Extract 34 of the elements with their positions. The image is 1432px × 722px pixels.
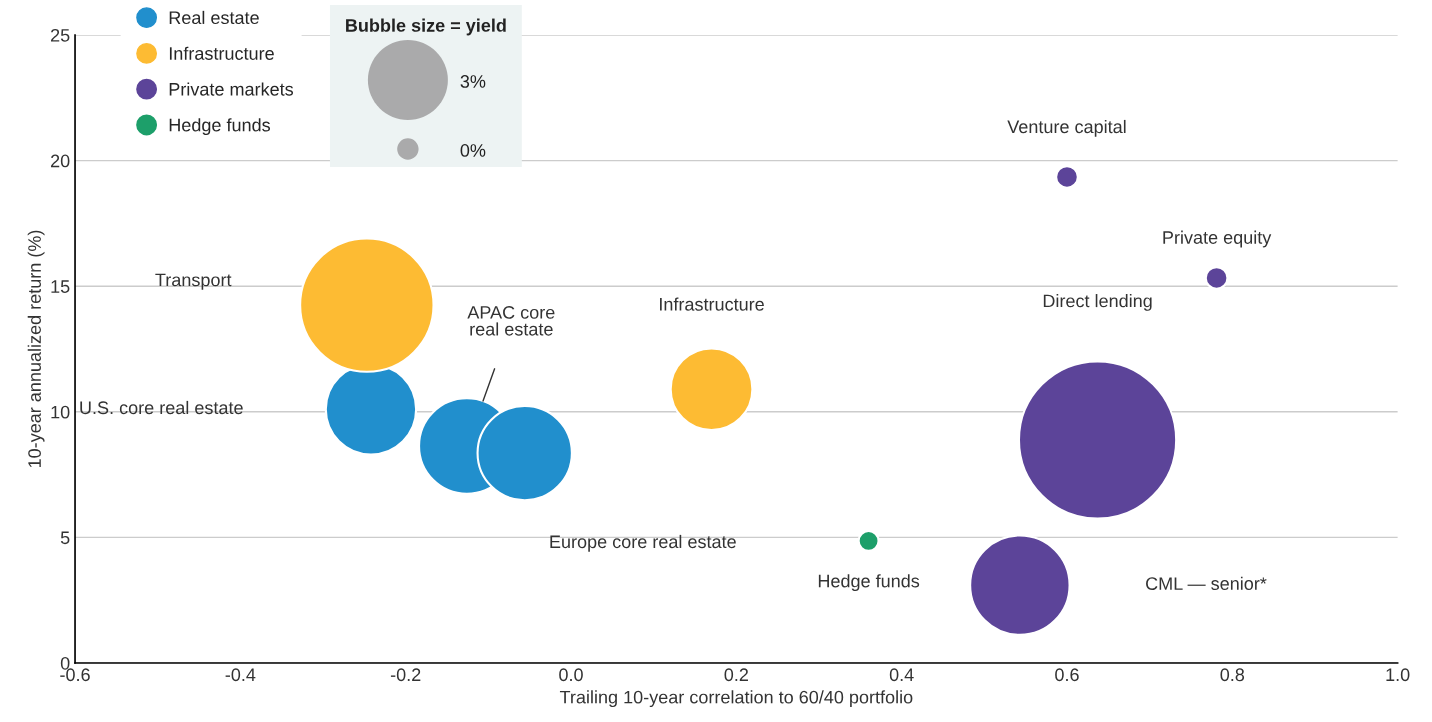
y-axis-title: 10-year annualized return (%) xyxy=(27,230,45,468)
x-axis-title: Trailing 10-year correlation to 60/40 portfolio xyxy=(559,690,913,708)
annotation: 0% xyxy=(460,144,486,157)
x-tick-label: 0.4 xyxy=(889,668,914,682)
annotation: Direct lending xyxy=(1043,294,1152,311)
x-tick-label: 0.8 xyxy=(1220,668,1245,682)
y-tick-label: 10 xyxy=(51,405,70,419)
annotation: Private equity xyxy=(1163,230,1272,248)
y-tick-label: 20 xyxy=(51,154,70,168)
y-tick-label: 0 xyxy=(60,656,70,670)
annotation: Europe core real estate xyxy=(550,534,736,552)
annotation: Transport xyxy=(155,273,232,290)
y-tick-label: 25 xyxy=(51,28,70,42)
x-tick-label: 0.0 xyxy=(559,668,583,682)
legend-label: Real estate xyxy=(169,10,259,25)
annotation: 3% xyxy=(460,75,486,88)
annotation: CML — senior* xyxy=(1146,576,1267,590)
annotation: Hedge funds xyxy=(818,574,920,592)
annotation: APAC core real estate xyxy=(467,306,555,336)
annotation: U.S. core real estate xyxy=(80,400,243,415)
legend-label: Private markets xyxy=(169,82,294,96)
annotation: Bubble size = yield xyxy=(346,18,506,36)
x-tick-label: -0.4 xyxy=(225,668,256,682)
legend-label: Hedge funds xyxy=(169,118,271,136)
legend-label: Infrastructure xyxy=(169,46,274,60)
x-tick-label: 1.0 xyxy=(1386,668,1410,682)
y-tick-label: 15 xyxy=(51,280,70,293)
x-tick-label: -0.2 xyxy=(390,668,421,682)
x-tick-label: -0.6 xyxy=(60,668,90,682)
annotation: Venture capital xyxy=(1007,119,1126,137)
annotation: Infrastructure xyxy=(660,297,764,311)
y-tick-label: 5 xyxy=(60,531,70,545)
x-tick-label: 0.2 xyxy=(724,668,748,682)
x-tick-label: 0.6 xyxy=(1055,668,1079,682)
